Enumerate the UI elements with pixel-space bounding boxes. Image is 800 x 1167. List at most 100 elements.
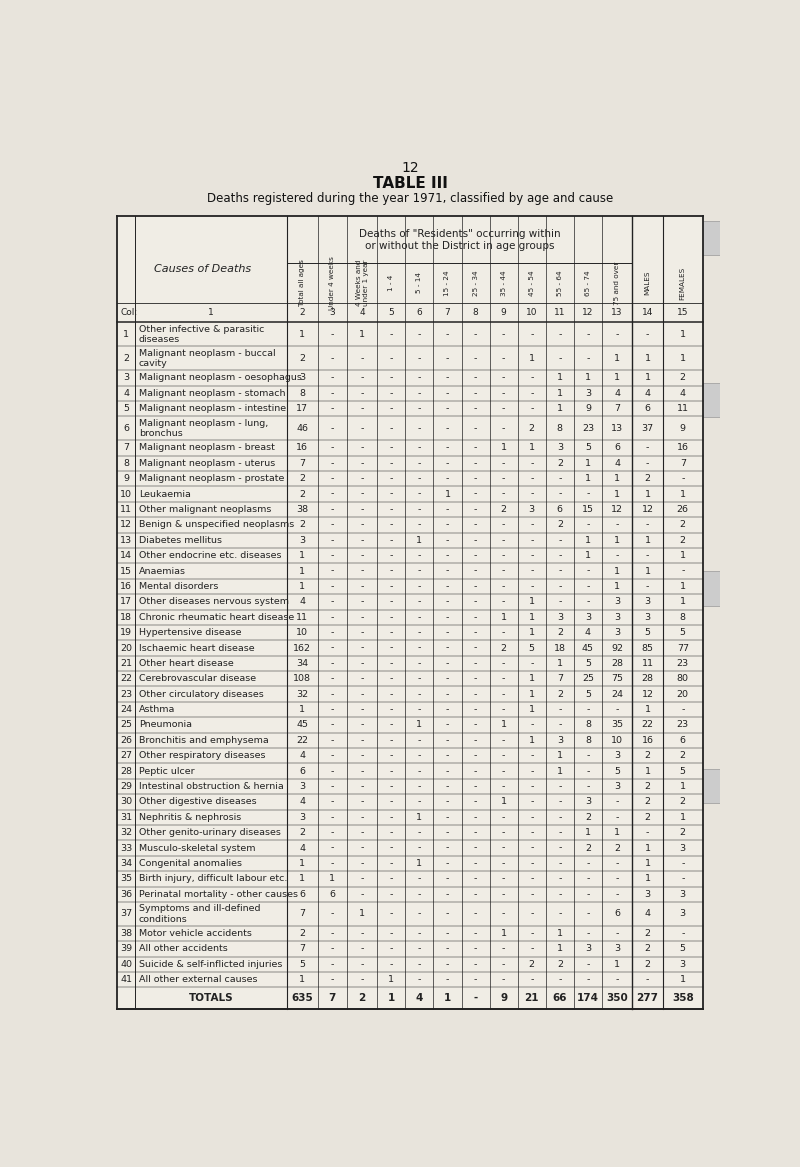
Text: 7: 7 (680, 459, 686, 468)
Text: -: - (502, 373, 506, 383)
Text: 1: 1 (680, 976, 686, 984)
Text: -: - (530, 767, 534, 776)
Text: Peptic ulcer: Peptic ulcer (138, 767, 194, 776)
Text: -: - (502, 829, 506, 837)
Text: 1: 1 (501, 613, 506, 622)
Text: 8: 8 (585, 720, 591, 729)
Text: -: - (330, 643, 334, 652)
Text: Other diseases nervous system: Other diseases nervous system (138, 598, 289, 607)
Text: Other respiratory diseases: Other respiratory diseases (138, 752, 265, 760)
Text: -: - (446, 354, 449, 363)
Text: Mental disorders: Mental disorders (138, 582, 218, 591)
Text: 2: 2 (645, 959, 650, 969)
Text: 12: 12 (642, 690, 654, 699)
Text: 1: 1 (445, 490, 450, 498)
Text: 7: 7 (299, 944, 306, 953)
Text: 2: 2 (299, 829, 306, 837)
Text: 1: 1 (645, 536, 650, 545)
Text: -: - (390, 520, 393, 530)
Text: -: - (530, 459, 534, 468)
Text: 12: 12 (611, 505, 623, 513)
Text: -: - (360, 690, 364, 699)
Text: Other infective & parasitic
diseases: Other infective & parasitic diseases (138, 324, 264, 344)
Text: Hypertensive disease: Hypertensive disease (138, 628, 241, 637)
Text: Malignant neoplasm - oesophagus: Malignant neoplasm - oesophagus (138, 373, 302, 383)
Text: 6: 6 (299, 767, 306, 776)
Text: 18: 18 (120, 613, 132, 622)
Text: -: - (502, 551, 506, 560)
Text: Deaths of "Residents" occurring within
or without the District in age groups: Deaths of "Residents" occurring within o… (359, 229, 561, 251)
Text: 9: 9 (500, 993, 507, 1004)
Text: -: - (646, 443, 650, 453)
Text: 75 and over: 75 and over (614, 261, 620, 305)
Text: -: - (446, 813, 449, 822)
Text: -: - (530, 389, 534, 398)
Text: -: - (446, 404, 449, 413)
Text: 1 - 4: 1 - 4 (388, 274, 394, 291)
Text: -: - (390, 373, 393, 383)
Text: 1: 1 (299, 582, 306, 591)
Text: -: - (474, 389, 478, 398)
Text: 5: 5 (299, 959, 306, 969)
Text: 4: 4 (614, 459, 620, 468)
Text: -: - (418, 424, 421, 433)
Text: -: - (330, 829, 334, 837)
Text: 5: 5 (645, 628, 650, 637)
Text: -: - (558, 598, 562, 607)
Text: 16: 16 (677, 443, 689, 453)
Text: 1: 1 (614, 373, 620, 383)
Text: 22: 22 (296, 736, 308, 745)
Text: 4: 4 (359, 308, 365, 317)
Text: 3: 3 (614, 944, 620, 953)
Text: -: - (360, 944, 364, 953)
Text: 2: 2 (645, 474, 650, 483)
Text: -: - (615, 520, 619, 530)
Text: 8: 8 (299, 389, 306, 398)
Text: -: - (502, 874, 506, 883)
Text: -: - (502, 330, 506, 338)
Text: 3: 3 (645, 598, 650, 607)
Text: 5: 5 (680, 767, 686, 776)
Text: All other accidents: All other accidents (138, 944, 227, 953)
Text: -: - (502, 844, 506, 853)
Text: -: - (446, 582, 449, 591)
Text: -: - (646, 330, 650, 338)
Text: 2: 2 (501, 643, 506, 652)
Text: 3: 3 (585, 613, 591, 622)
Text: 4: 4 (123, 389, 129, 398)
Text: Benign & unspecified neoplasms: Benign & unspecified neoplasms (138, 520, 294, 530)
Text: 2: 2 (299, 929, 306, 938)
Text: 3: 3 (299, 373, 306, 383)
Text: Symptoms and ill-defined
conditions: Symptoms and ill-defined conditions (138, 904, 260, 923)
Text: -: - (558, 330, 562, 338)
Text: 5: 5 (529, 643, 534, 652)
Text: -: - (390, 643, 393, 652)
Text: 17: 17 (120, 598, 132, 607)
Text: 5: 5 (388, 308, 394, 317)
Text: 3: 3 (645, 613, 650, 622)
Text: -: - (502, 959, 506, 969)
Text: -: - (474, 813, 478, 822)
Text: 6: 6 (614, 909, 620, 918)
Text: -: - (418, 736, 421, 745)
Text: 37: 37 (120, 909, 132, 918)
Text: Birth injury, difficult labour etc.: Birth injury, difficult labour etc. (138, 874, 287, 883)
Text: -: - (446, 474, 449, 483)
Text: -: - (330, 404, 334, 413)
Text: 1: 1 (645, 844, 650, 853)
Text: 1: 1 (680, 598, 686, 607)
Text: 45 - 54: 45 - 54 (529, 270, 534, 295)
Text: -: - (360, 720, 364, 729)
Text: -: - (418, 613, 421, 622)
Text: 5 - 14: 5 - 14 (416, 272, 422, 293)
Text: -: - (530, 536, 534, 545)
Text: 8: 8 (557, 424, 563, 433)
Text: -: - (418, 551, 421, 560)
Text: -: - (360, 520, 364, 530)
Text: -: - (390, 752, 393, 760)
Text: 11: 11 (677, 404, 689, 413)
Text: 6: 6 (614, 443, 620, 453)
Text: -: - (330, 752, 334, 760)
Text: -: - (360, 643, 364, 652)
Text: -: - (502, 536, 506, 545)
